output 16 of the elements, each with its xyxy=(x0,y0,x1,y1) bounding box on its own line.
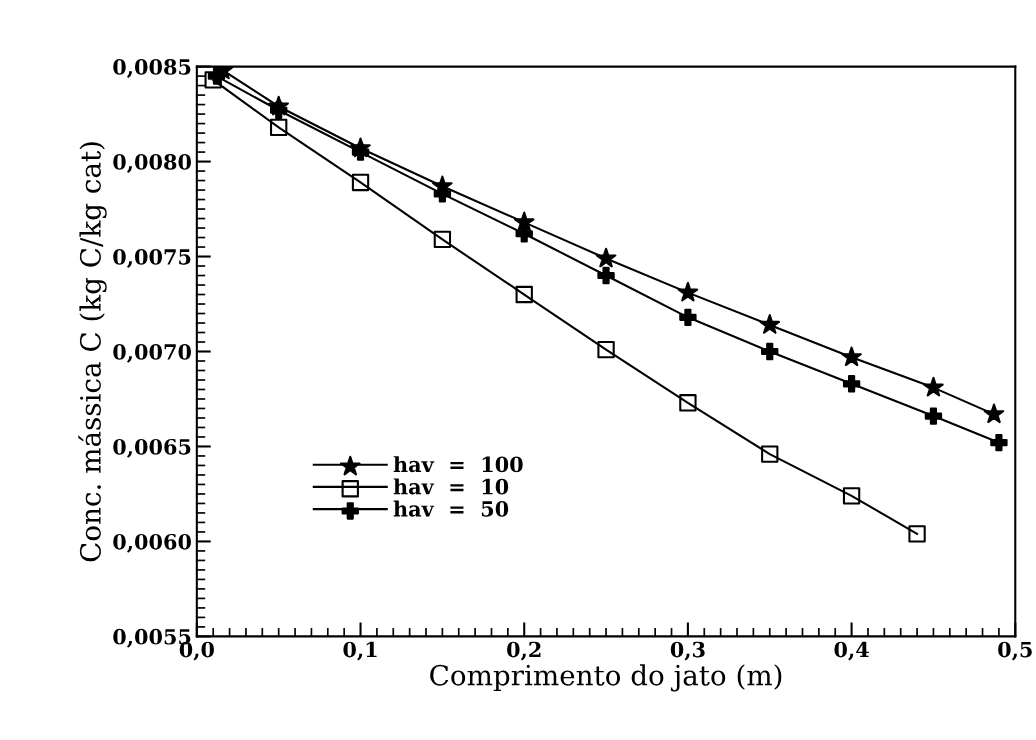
y-tick-label: 0,0070 xyxy=(113,343,191,363)
y-tick-label: 0,0080 xyxy=(113,154,191,173)
y-tick-label: 0,0085 xyxy=(113,59,191,78)
y-tick-label: 0,0075 xyxy=(113,248,191,268)
y-tick-label: 0,0065 xyxy=(113,438,191,458)
x-tick-label: 0,1 xyxy=(343,641,377,661)
legend-label: hav = 10 xyxy=(393,478,509,495)
y-tick-label: 0,0060 xyxy=(113,533,191,553)
x-tick-label: 0,2 xyxy=(507,641,541,661)
x-tick-label: 0,5 xyxy=(998,641,1032,661)
x-axis-title: Comprimento do jato (m) xyxy=(430,664,782,692)
x-tick-label: 0,3 xyxy=(670,641,705,661)
legend-label: hav = 50 xyxy=(393,500,509,517)
x-tick-label: 0,4 xyxy=(834,641,869,661)
y-axis-title: Conc. mássica C (kg C/kg cat) xyxy=(78,142,107,562)
legend-label: hav = 100 xyxy=(393,456,523,473)
